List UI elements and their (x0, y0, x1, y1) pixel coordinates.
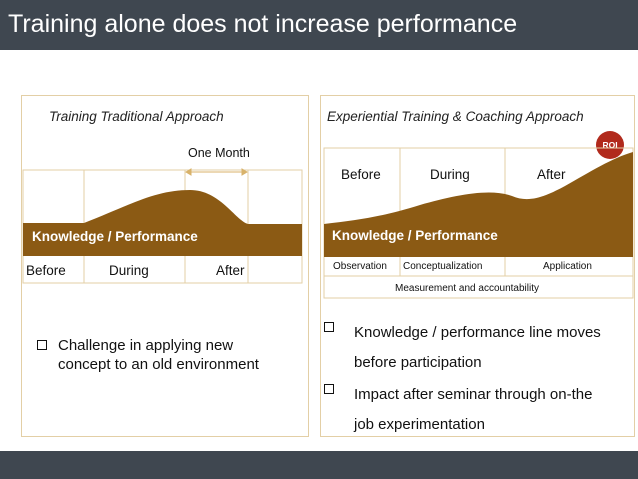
right-band-label: Knowledge / Performance (332, 228, 498, 243)
right-bullet-text-1: Knowledge / performance line moves befor… (354, 324, 601, 371)
right-bullet-box-1 (324, 322, 334, 332)
right-panel-heading: Experiential Training & Coaching Approac… (327, 109, 584, 124)
sub-phase-application: Application (543, 261, 592, 272)
left-bullet-text: Challenge in applying new concept to an … (58, 337, 259, 373)
footer-bar (0, 451, 638, 479)
left-phase-after: After (216, 263, 245, 278)
left-phase-during: During (109, 263, 149, 278)
left-panel-heading: Training Traditional Approach (49, 109, 224, 124)
right-phase-before: Before (341, 167, 381, 182)
sub-phase-conceptualization: Conceptualization (403, 261, 483, 272)
left-bullet-box (37, 340, 47, 350)
title-bar: Training alone does not increase perform… (0, 0, 638, 50)
right-knowledge-band (324, 152, 633, 257)
right-phase-after: After (537, 167, 566, 182)
left-panel (21, 95, 309, 437)
one-month-label: One Month (188, 146, 250, 160)
roi-badge: ROI (596, 131, 624, 159)
right-bullet-box-2 (324, 384, 334, 394)
left-knowledge-band (23, 190, 302, 256)
right-panel (320, 95, 635, 437)
measurement-frame (323, 275, 634, 299)
right-phase-during: During (430, 167, 470, 182)
measurement-label: Measurement and accountability (395, 283, 539, 294)
slide-title: Training alone does not increase perform… (8, 10, 518, 38)
left-phase-before: Before (26, 263, 66, 278)
one-month-arrow (185, 168, 248, 176)
left-band-label: Knowledge / Performance (32, 229, 198, 244)
sub-phase-observation: Observation (333, 261, 387, 272)
right-bullet-text-2: Impact after seminar through on-the job … (354, 386, 593, 433)
